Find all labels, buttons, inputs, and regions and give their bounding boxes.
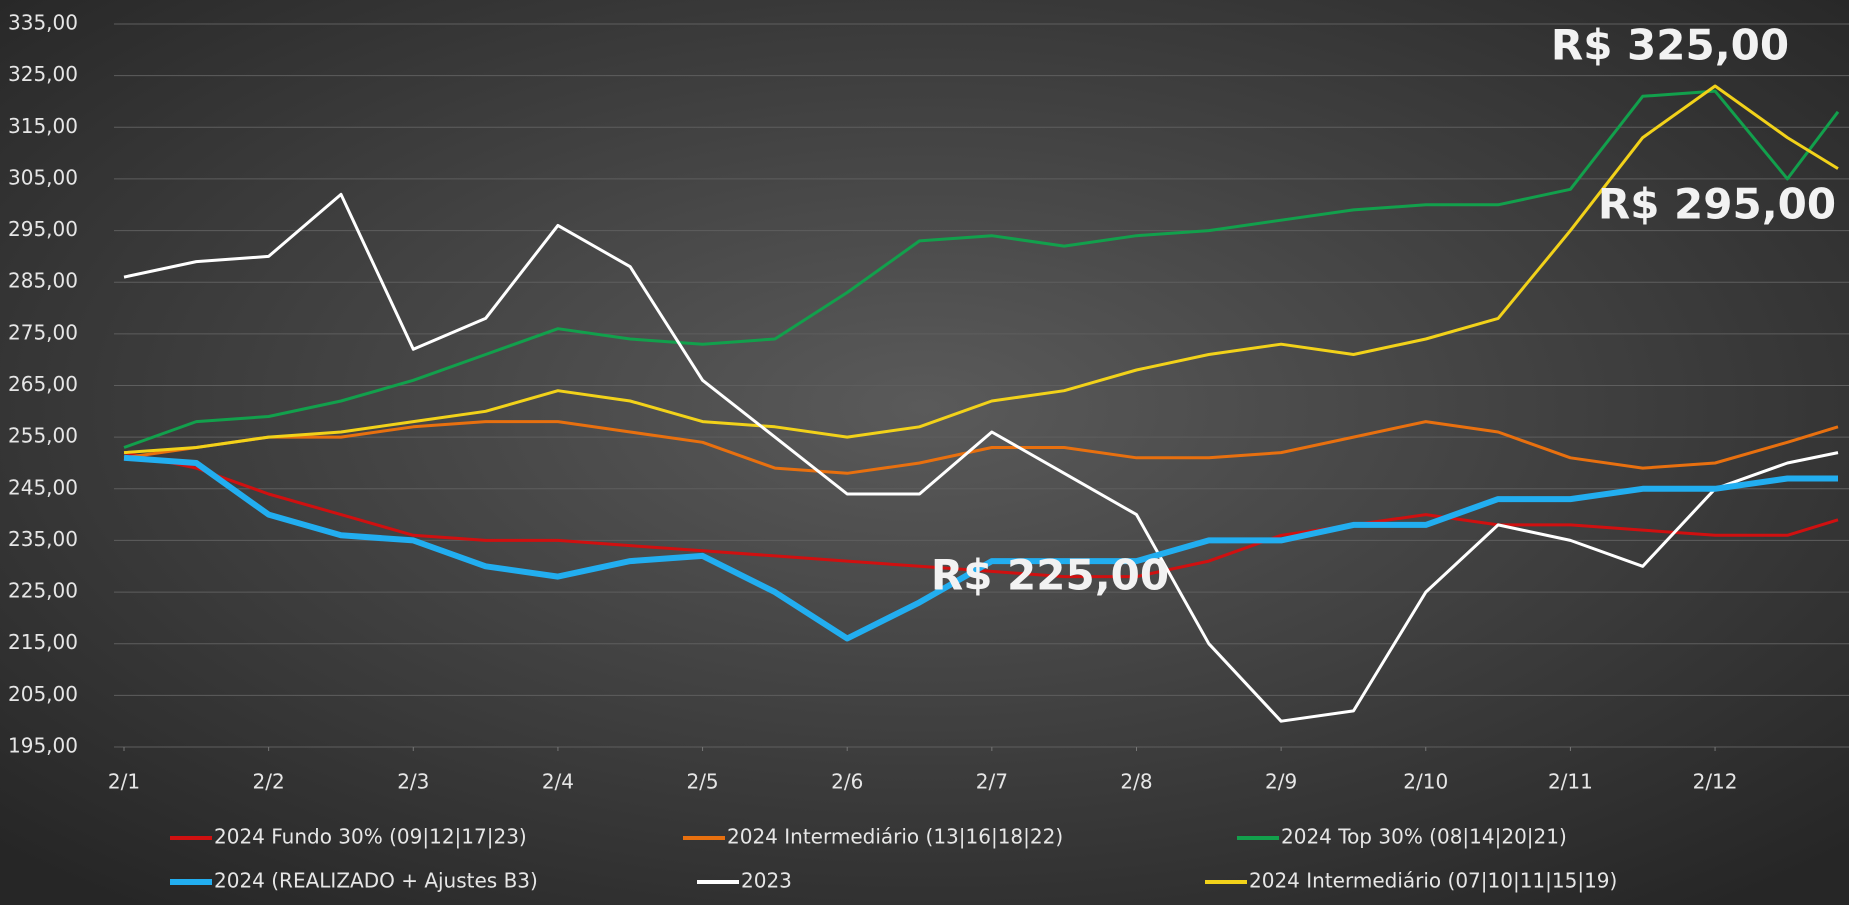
y-tick-label: 275,00 [8,320,78,344]
y-tick-label: 235,00 [8,527,78,551]
y-tick-label: 335,00 [8,11,78,35]
x-tick-label: 2/9 [1265,770,1297,794]
legend-label: 2024 Intermediário (07|10|11|15|19) [1249,869,1617,893]
legend-label: 2024 Top 30% (08|14|20|21) [1281,825,1567,849]
x-tick-label: 2/7 [976,770,1008,794]
x-tick-label: 2/11 [1548,770,1593,794]
y-tick-label: 295,00 [8,217,78,241]
series-line [123,84,1839,455]
x-tick-label: 2/6 [831,770,863,794]
y-tick-label: 305,00 [8,165,78,189]
x-tick-label: 2/4 [542,770,574,794]
series-line [123,192,1839,723]
legend-label: 2024 Intermediário (13|16|18|22) [727,825,1063,849]
series-line [123,420,1839,475]
legend-label: 2023 [741,869,792,893]
x-tick-label: 2/10 [1403,770,1448,794]
series-line [123,451,1839,579]
y-tick-label: 285,00 [8,269,78,293]
x-tick-label: 2/5 [686,770,718,794]
series-line [123,89,1840,449]
x-tick-label: 2/3 [397,770,429,794]
series-line [123,454,1838,642]
y-tick-label: 225,00 [8,579,78,603]
y-tick-label: 215,00 [8,630,78,654]
annotation: R$ 295,00 [1598,180,1836,229]
legend-label: 2024 (REALIZADO + Ajustes B3) [214,869,538,893]
x-tick-label: 2/1 [108,770,140,794]
y-tick-label: 325,00 [8,62,78,86]
legend-label: 2024 Fundo 30% (09|12|17|23) [214,825,527,849]
x-tick-label: 2/12 [1693,770,1738,794]
y-tick-label: 265,00 [8,372,78,396]
annotation: R$ 325,00 [1551,21,1789,70]
x-tick-label: 2/2 [253,770,285,794]
annotation: R$ 225,00 [931,551,1169,600]
y-tick-label: 255,00 [8,424,78,448]
x-tick-label: 2/8 [1120,770,1152,794]
y-tick-label: 195,00 [8,734,78,758]
y-tick-label: 205,00 [8,682,78,706]
y-tick-label: 315,00 [8,114,78,138]
y-tick-label: 245,00 [8,475,78,499]
